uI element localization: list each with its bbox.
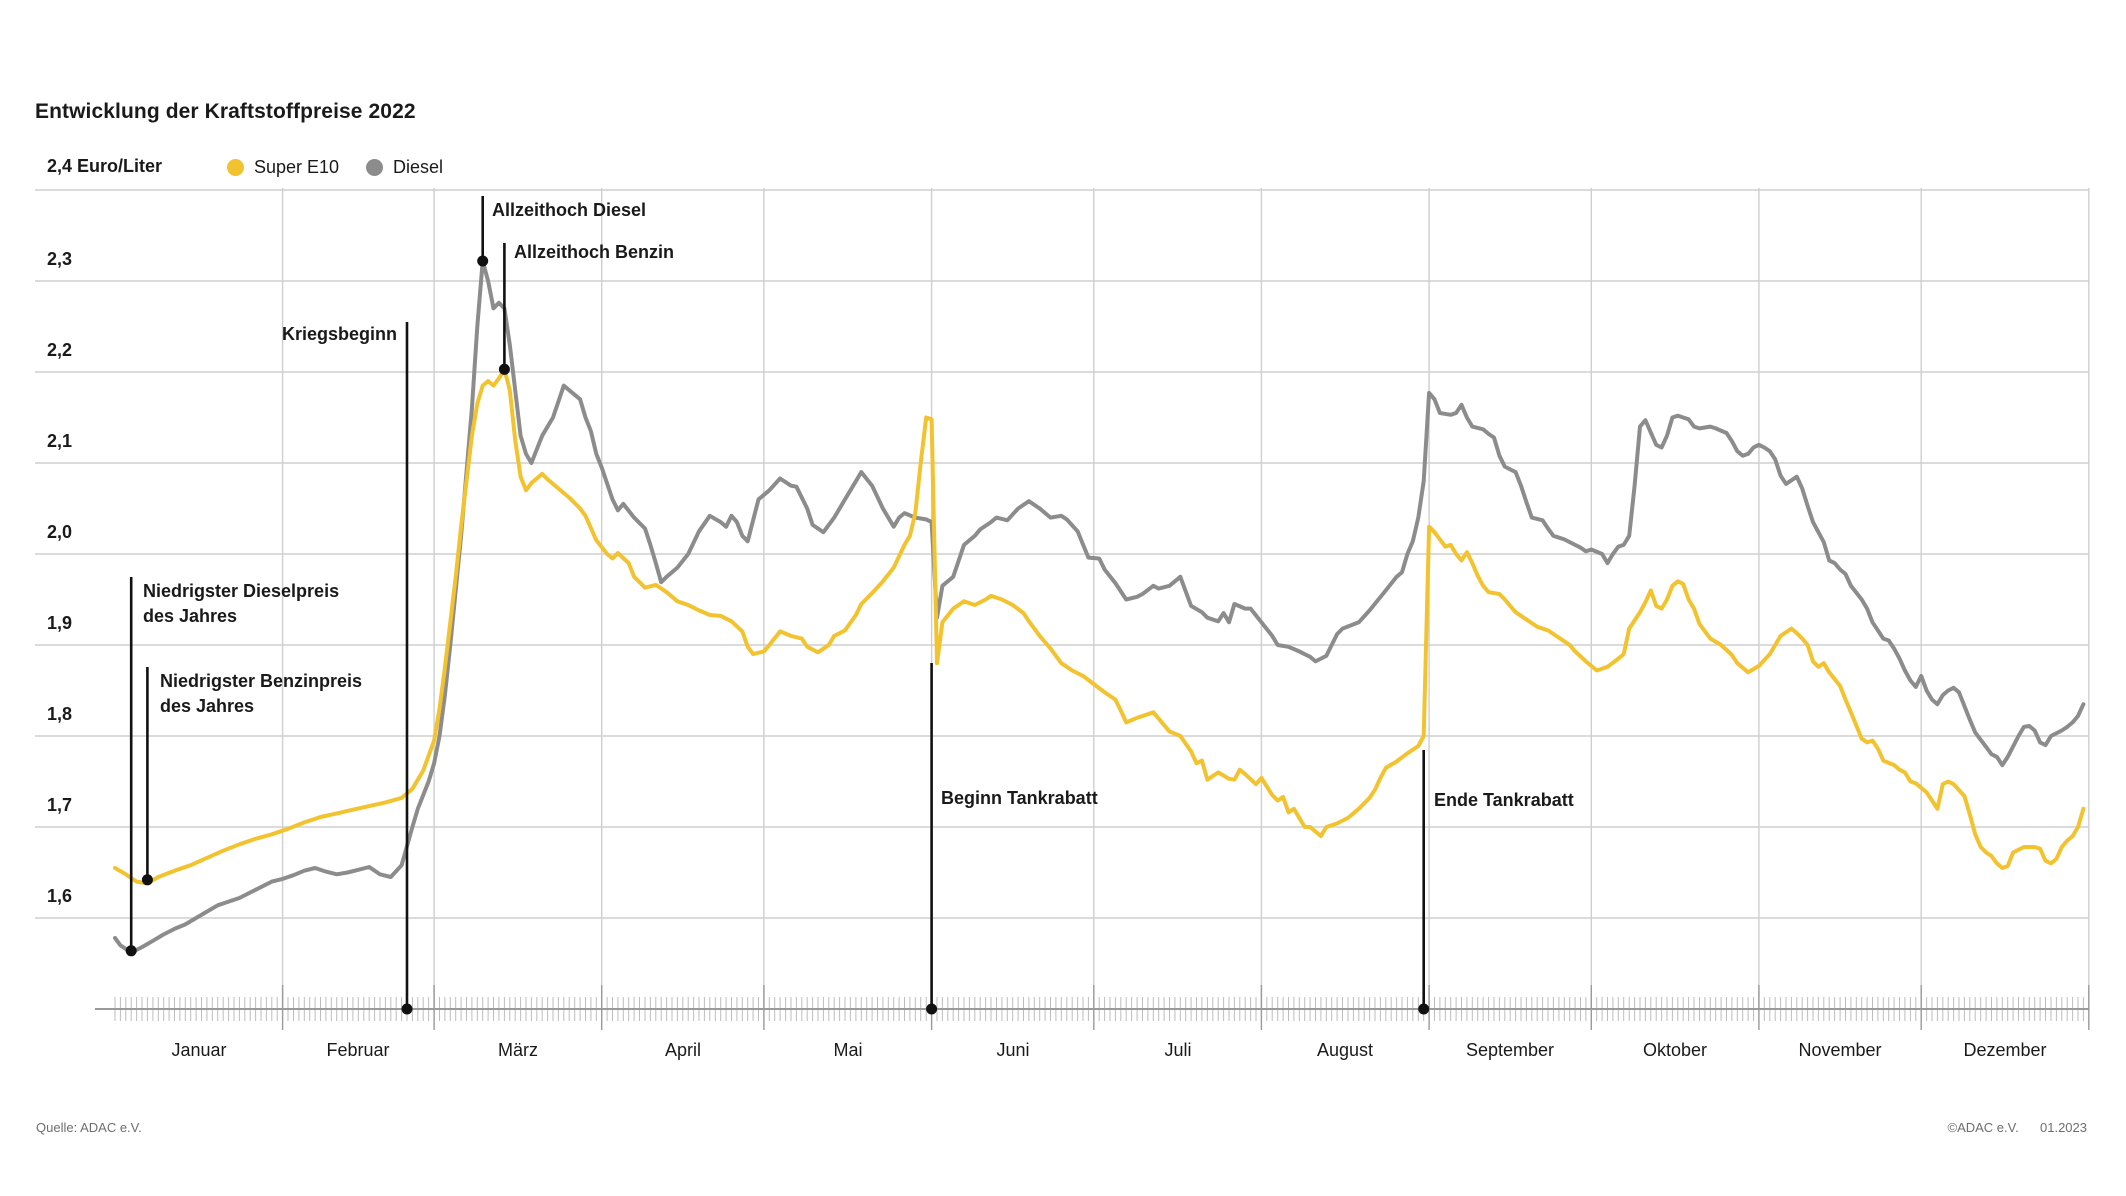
y-axis-tick-1-8: 1,8 (47, 704, 73, 724)
annotation-allzeithoch-benzin-label: Allzeithoch Benzin (514, 242, 675, 262)
diesel-line (113, 259, 2086, 955)
month-gridlines (281, 188, 2090, 1009)
annotation-dot-kriegsbeginn (401, 1003, 413, 1015)
annotation-niedrigster-benzinpreis-label: Niedrigster Benzinpreis des Jahres (160, 669, 362, 719)
y-axis-tick-1-7: 1,7 (47, 795, 73, 815)
annotation-niedrigster-dieselpreis-line2: des Jahres (143, 606, 238, 626)
legend-diesel-label: Diesel (393, 157, 444, 177)
annotation-dot-niedrigster-benzin (141, 874, 153, 886)
annotation-dots (125, 255, 1430, 1015)
month-label-september: September (1465, 1040, 1555, 1060)
annotation-dot-ende-tankrabatt (1418, 1003, 1430, 1015)
y-axis-tick-2-3: 2,3 (47, 249, 73, 269)
month-label-august: August (1316, 1040, 1374, 1060)
legend-diesel-dot-icon (366, 159, 383, 176)
month-label-marz: März (498, 1040, 538, 1060)
y-axis-tick-2-2: 2,2 (47, 340, 73, 360)
month-label-juni: Juni (996, 1040, 1030, 1060)
month-label-oktober: Oktober (1642, 1040, 1708, 1060)
annotation-niedrigster-dieselpreis-label: Niedrigster Dieselpreis des Jahres (143, 579, 339, 629)
month-label-februar: Februar (326, 1040, 390, 1060)
annotation-lines (129, 196, 1425, 1009)
month-label-april: April (664, 1040, 701, 1060)
month-label-mai: Mai (833, 1040, 863, 1060)
annotation-niedrigster-dieselpreis-line1: Niedrigster Dieselpreis (143, 581, 340, 601)
month-label-januar: Januar (171, 1040, 227, 1060)
legend-super-e10-dot-icon (227, 159, 244, 176)
annotation-beginn-tankrabatt-label: Beginn Tankrabatt (941, 788, 1098, 808)
source-credit: Quelle: ADAC e.V. (36, 1120, 142, 1135)
y-axis-tick-2-0: 2,0 (47, 522, 73, 542)
super-e10-line (113, 367, 2086, 886)
legend-super-e10-label: Super E10 (254, 157, 340, 177)
annotation-allzeithoch-diesel-label: Allzeithoch Diesel (492, 200, 647, 220)
page-title: Entwicklung der Kraftstoffpreise 2022 (35, 100, 416, 123)
annotation-kriegsbeginn-label: Kriegsbeginn (281, 324, 397, 344)
y-axis-tick-1-9: 1,9 (47, 613, 73, 633)
annotation-dot-allzeithoch-diesel (477, 255, 489, 267)
y-axis-unit-label: 2,4 Euro/Liter (47, 156, 163, 176)
annotation-niedrigster-benzinpreis-line1: Niedrigster Benzinpreis (160, 671, 363, 691)
copyright-text: ©ADAC e.V. (1947, 1120, 2019, 1135)
copyright-date: 01.2023 (2040, 1120, 2087, 1135)
annotation-dot-beginn-tankrabatt (926, 1003, 938, 1015)
annotation-dot-allzeithoch-benzin (498, 363, 510, 375)
month-label-november: November (1798, 1040, 1882, 1060)
y-axis-tick-2-1: 2,1 (47, 431, 73, 451)
month-boundary-ticks (281, 985, 2090, 1030)
copyright-note: ©ADAC e.V. 01.2023 (1948, 1120, 2088, 1135)
annotation-niedrigster-benzinpreis-line2: des Jahres (160, 696, 255, 716)
horizontal-gridlines (35, 189, 2089, 919)
annotation-dot-niedrigster-diesel (125, 945, 137, 957)
month-label-dezember: Dezember (1963, 1040, 2047, 1060)
annotation-ende-tankrabatt-label: Ende Tankrabatt (1434, 790, 1574, 810)
month-label-juli: Juli (1164, 1040, 1192, 1060)
y-axis-tick-1-6: 1,6 (47, 886, 73, 906)
